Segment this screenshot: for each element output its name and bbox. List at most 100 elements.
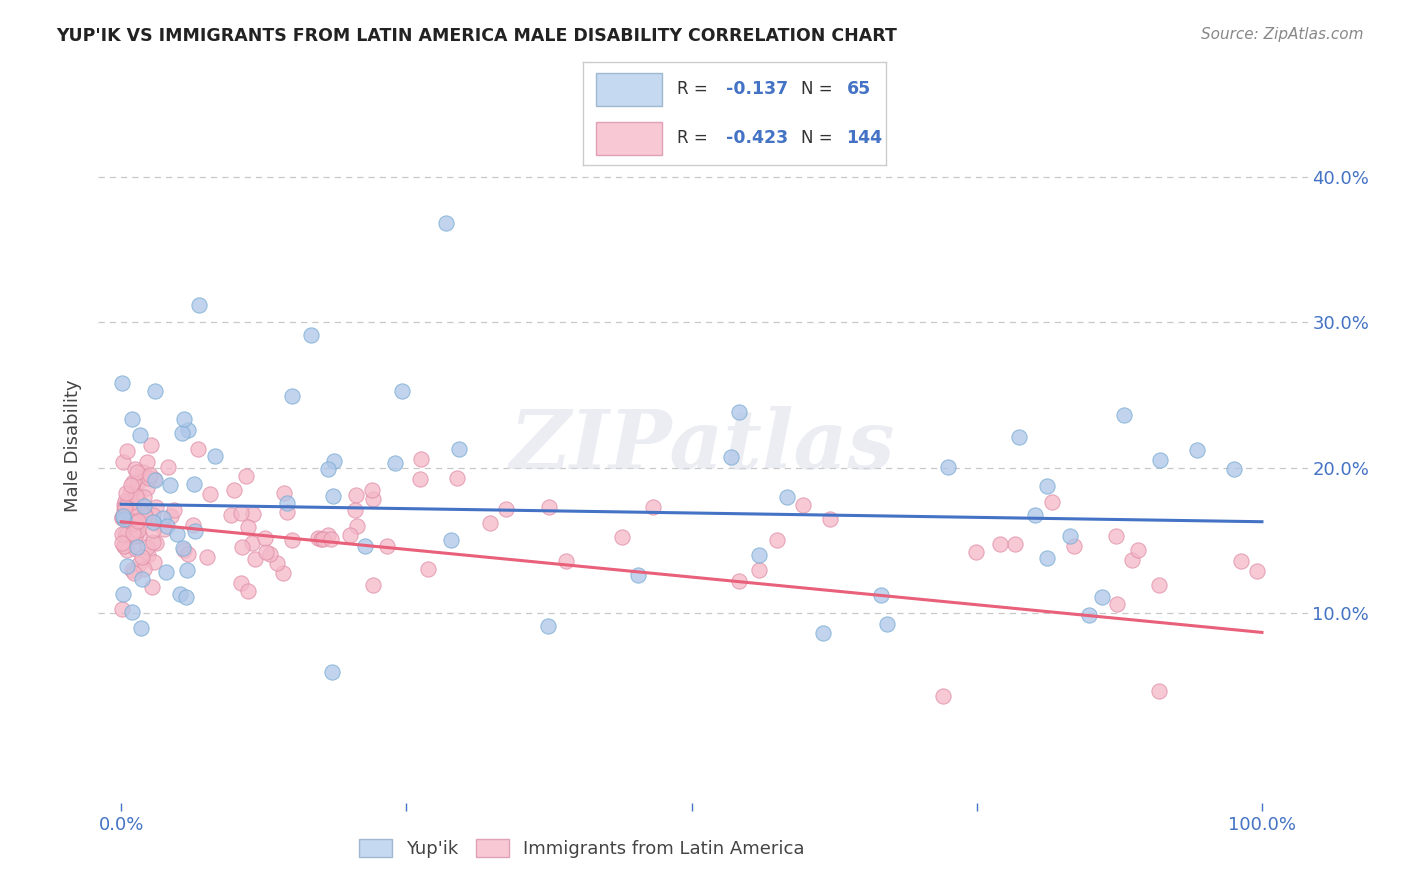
Point — [375, 539, 398, 553]
Point — [311, 532, 333, 546]
Point — [344, 488, 367, 502]
Point — [118, 495, 141, 509]
Point — [160, 509, 183, 524]
Point — [183, 476, 205, 491]
Point — [152, 522, 174, 536]
Point — [181, 517, 204, 532]
Point — [112, 455, 135, 469]
Point — [122, 475, 145, 489]
Point — [1223, 462, 1246, 476]
Point — [131, 549, 153, 564]
Point — [243, 551, 266, 566]
Point — [145, 500, 167, 515]
Point — [187, 442, 209, 456]
Point — [128, 427, 150, 442]
Point — [121, 563, 143, 577]
Point — [188, 298, 211, 312]
Point — [125, 466, 148, 480]
Point — [111, 376, 134, 391]
Point — [343, 503, 366, 517]
Point — [163, 502, 186, 516]
Point — [537, 619, 560, 633]
Point — [124, 487, 146, 501]
Point — [127, 475, 149, 490]
Point — [166, 527, 188, 541]
Point — [112, 539, 135, 553]
Text: YUP'IK VS IMMIGRANTS FROM LATIN AMERICA MALE DISABILITY CORRELATION CHART: YUP'IK VS IMMIGRANTS FROM LATIN AMERICA … — [56, 27, 897, 45]
Point — [1036, 551, 1059, 566]
Point — [554, 553, 576, 567]
Text: N =: N = — [801, 129, 838, 147]
Point — [122, 506, 145, 520]
Y-axis label: Male Disability: Male Disability — [65, 380, 83, 512]
Point — [121, 412, 143, 426]
Point — [354, 539, 377, 553]
Point — [495, 501, 517, 516]
Point — [204, 449, 226, 463]
Point — [281, 389, 304, 403]
Point — [115, 558, 138, 573]
Point — [1149, 683, 1171, 698]
Point — [143, 472, 166, 486]
Point — [111, 602, 134, 616]
Point — [131, 466, 153, 480]
Point — [1128, 542, 1150, 557]
Point — [256, 544, 278, 558]
Point — [128, 529, 150, 543]
Point — [748, 563, 770, 577]
Point — [231, 540, 253, 554]
Point — [121, 525, 143, 540]
Point — [124, 525, 146, 540]
Point — [136, 549, 159, 563]
Point — [157, 460, 180, 475]
Point — [111, 510, 134, 524]
Point — [776, 490, 799, 504]
Point — [361, 492, 384, 507]
Point — [1004, 537, 1026, 551]
Point — [117, 443, 139, 458]
Point — [142, 516, 165, 530]
Point — [1036, 478, 1059, 492]
Bar — [596, 122, 662, 155]
Point — [229, 506, 252, 520]
Point — [156, 518, 179, 533]
Point — [321, 665, 343, 679]
Point — [129, 496, 152, 510]
Point — [152, 510, 174, 524]
Point — [931, 690, 953, 704]
Point — [339, 528, 361, 542]
Point — [610, 530, 633, 544]
Point — [322, 489, 344, 503]
Point — [125, 522, 148, 536]
Point — [728, 574, 751, 589]
Point — [120, 500, 142, 514]
Point — [766, 533, 789, 547]
Point — [136, 455, 159, 469]
Point — [174, 590, 197, 604]
Point — [131, 573, 153, 587]
Point — [127, 489, 149, 503]
Point — [134, 561, 156, 575]
Point — [170, 426, 193, 441]
Point — [114, 496, 136, 510]
Point — [307, 531, 329, 545]
Point — [311, 532, 333, 546]
Point — [115, 495, 138, 509]
Text: -0.423: -0.423 — [725, 129, 787, 147]
Point — [120, 514, 142, 528]
Point — [813, 625, 835, 640]
Point — [173, 541, 195, 556]
Point — [231, 576, 253, 591]
Point — [139, 438, 162, 452]
Point — [114, 525, 136, 540]
Point — [1246, 564, 1268, 578]
Point — [478, 516, 501, 530]
Point — [176, 547, 198, 561]
Point — [128, 557, 150, 571]
Point — [141, 580, 163, 594]
Point — [276, 505, 298, 519]
Text: 144: 144 — [846, 129, 883, 147]
Point — [111, 511, 134, 525]
Point — [446, 470, 468, 484]
Point — [114, 500, 136, 515]
